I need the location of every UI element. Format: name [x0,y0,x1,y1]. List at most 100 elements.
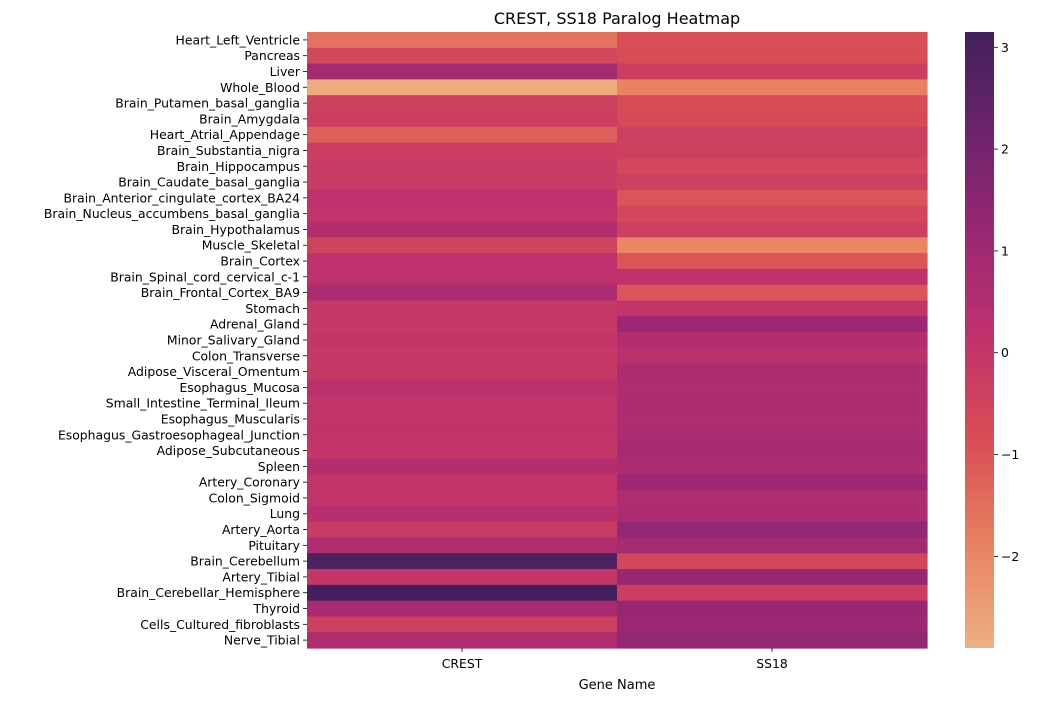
heatmap-cell [307,521,618,539]
row-label: Whole_Blood [220,80,300,95]
row-label: Brain_Spinal_cord_cervical_c-1 [110,269,300,284]
heatmap-cell [617,47,928,65]
heatmap-cell [307,32,618,49]
heatmap-cell [307,142,618,159]
heatmap-cell [307,63,618,80]
heatmap-cell [617,521,928,539]
heatmap-cell [307,284,618,302]
row-label: Spleen [258,459,300,474]
heatmap-cell [617,189,928,207]
heatmap-cell [307,347,618,365]
heatmap-cell [307,300,618,317]
row-label: Heart_Left_Ventricle [176,32,300,47]
row-label: Artery_Tibial [222,569,300,584]
heatmap-cell [307,632,618,649]
row-label: Pancreas [244,48,300,63]
heatmap-cell [307,237,618,254]
heatmap-cell [617,363,928,381]
row-label: Colon_Transverse [192,348,300,363]
row-label: Brain_Cerebellar_Hemisphere [117,585,300,600]
heatmap-cell [307,221,618,238]
row-label: Brain_Nucleus_accumbens_basal_ganglia [44,206,300,221]
heatmap-cell [307,474,618,491]
heatmap-cell [617,316,928,333]
row-label: Esophagus_Muscularis [161,411,300,426]
row-label: Adipose_Subcutaneous [157,443,300,458]
heatmap-cell [617,379,928,396]
colorbar-ticks: −2 −1 0 1 2 3 [994,40,1019,564]
heatmap-cell [617,616,928,633]
row-label: Esophagus_Gastroesophageal_Junction [58,427,300,442]
heatmap-cell [617,632,928,649]
heatmap-cell [307,316,618,333]
heatmap-cell [617,395,928,412]
heatmap-cell [307,174,618,191]
row-label: Adipose_Visceral_Omentum [128,364,300,379]
column-label: CREST [442,656,483,671]
heatmap-cell [617,505,928,523]
heatmap-cell [617,569,928,586]
heatmap-cell [307,205,618,223]
colorbar-tick-label: 3 [1001,40,1009,55]
x-axis-label: Gene Name [579,678,656,693]
row-label: Liver [270,64,301,79]
heatmap-cell [617,158,928,175]
heatmap-cell [617,142,928,159]
heatmap-cell [617,411,928,428]
heatmap-cell [307,189,618,207]
heatmap-cell [307,379,618,396]
heatmap-cell [307,126,618,144]
heatmap-cell [307,442,618,460]
heatmap-cell [307,505,618,523]
heatmap-cell [307,584,618,602]
colorbar [965,32,994,648]
heatmap-cell [617,63,928,80]
chart-title: CREST, SS18 Paralog Heatmap [494,9,740,28]
row-label: Brain_Frontal_Cortex_BA9 [141,285,300,300]
heatmap-cell [307,79,618,96]
row-label: Brain_Caudate_basal_ganglia [118,175,300,190]
row-label: Pituitary [248,538,300,553]
heatmap-cell [617,284,928,302]
row-labels: Heart_Left_VentriclePancreasLiverWhole_B… [44,32,307,648]
row-label: Brain_Hippocampus [177,159,300,174]
row-label: Muscle_Skeletal [202,238,300,253]
heatmap-cell [617,490,928,507]
heatmap-cell [307,253,618,270]
heatmap-cell [617,126,928,144]
row-label: Brain_Amygdala [199,111,300,126]
row-label: Cells_Cultured_fibroblasts [140,617,300,632]
row-label: Brain_Cortex [220,254,300,269]
row-label: Colon_Sigmoid [209,490,300,505]
heatmap-cell [307,569,618,586]
heatmap-cell [617,442,928,460]
row-label: Esophagus_Mucosa [179,380,300,395]
colorbar-tick-label: −2 [1001,549,1019,564]
heatmap-cell [617,221,928,238]
heatmap-cell [617,553,928,570]
heatmap-cell [307,268,618,286]
heatmap-cell [617,474,928,491]
row-label: Thyroid [253,601,300,616]
row-label: Artery_Aorta [222,522,300,537]
heatmap-cell [617,426,928,444]
column-labels: CREST SS18 [442,648,788,671]
heatmap-cell [617,174,928,191]
row-label: Brain_Putamen_basal_ganglia [115,96,300,111]
heatmap-cell [617,458,928,475]
row-label: Small_Intestine_Terminal_Ileum [106,396,300,411]
heatmap-cell [307,395,618,412]
column-label: SS18 [756,656,788,671]
heatmap-cell [307,110,618,128]
heatmap-cell [617,95,928,112]
heatmap-cell [307,490,618,507]
heatmap-cell [307,616,618,633]
heatmap-cell [617,79,928,96]
row-label: Brain_Substantia_nigra [157,143,300,158]
row-label: Brain_Cerebellum [190,554,300,569]
heatmap-cell [617,537,928,554]
row-label: Minor_Salivary_Gland [167,333,300,348]
heatmap-cell [307,600,618,618]
heatmap-cell [617,300,928,317]
